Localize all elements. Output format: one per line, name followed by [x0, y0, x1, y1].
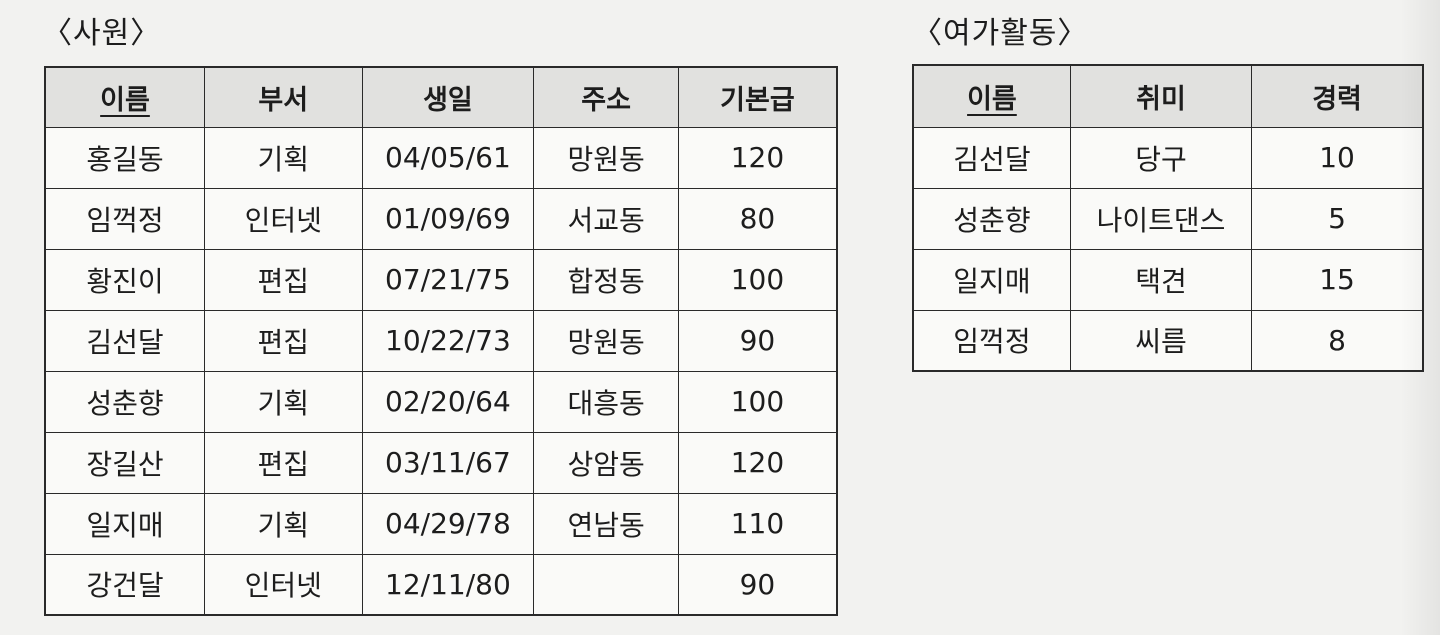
hobby-header-row: 이름 취미 경력 [912, 64, 1424, 128]
page-edge-shadow [1400, 0, 1440, 635]
hobby-table: 이름 취미 경력 김선달 당구 10 성춘향 나이트댄스 5 일지매 택견 15… [912, 64, 1424, 372]
header-name: 이름 [912, 64, 1071, 128]
cell-department: 기획 [204, 492, 363, 555]
cell-department: 인터넷 [204, 187, 363, 250]
cell-address [533, 553, 679, 616]
cell-address: 망원동 [533, 309, 679, 372]
cell-name: 홍길동 [44, 126, 205, 189]
cell-birthday: 01/09/69 [361, 187, 535, 250]
cell-birthday: 10/22/73 [361, 309, 535, 372]
table-row: 강건달 인터넷 12/11/80 90 [44, 553, 838, 616]
table-row: 장길산 편집 03/11/67 상암동 120 [44, 431, 838, 494]
cell-salary: 110 [677, 492, 838, 555]
cell-salary: 120 [677, 431, 838, 494]
cell-hobby: 나이트댄스 [1069, 187, 1253, 250]
cell-name: 일지매 [44, 492, 205, 555]
header-base-salary: 기본급 [677, 66, 838, 128]
table-row: 김선달 당구 10 [912, 126, 1424, 189]
cell-name: 장길산 [44, 431, 205, 494]
cell-birthday: 03/11/67 [361, 431, 535, 494]
cell-department: 기획 [204, 126, 363, 189]
cell-address: 서교동 [533, 187, 679, 250]
cell-department: 편집 [204, 431, 363, 494]
cell-name: 성춘향 [912, 187, 1071, 250]
cell-salary: 100 [677, 370, 838, 433]
header-hobby: 취미 [1069, 64, 1253, 128]
header-address: 주소 [533, 66, 679, 128]
cell-address: 대흥동 [533, 370, 679, 433]
table-row: 성춘향 나이트댄스 5 [912, 187, 1424, 250]
table-row: 임꺽정 인터넷 01/09/69 서교동 80 [44, 187, 838, 250]
cell-birthday: 02/20/64 [361, 370, 535, 433]
cell-salary: 90 [677, 309, 838, 372]
table-row: 김선달 편집 10/22/73 망원동 90 [44, 309, 838, 372]
employee-table: 이름 부서 생일 주소 기본급 홍길동 기획 04/05/61 망원동 120 … [44, 66, 838, 616]
cell-address: 연남동 [533, 492, 679, 555]
cell-birthday: 04/05/61 [361, 126, 535, 189]
cell-name: 김선달 [912, 126, 1071, 189]
header-name-label: 이름 [100, 84, 150, 116]
cell-experience: 15 [1251, 248, 1424, 311]
employee-table-title: 〈사원〉 [42, 16, 162, 51]
cell-salary: 100 [677, 248, 838, 311]
cell-birthday: 12/11/80 [361, 553, 535, 616]
cell-experience: 5 [1251, 187, 1424, 250]
header-name: 이름 [44, 66, 205, 128]
cell-name: 성춘향 [44, 370, 205, 433]
cell-salary: 80 [677, 187, 838, 250]
table-row: 임꺽정 씨름 8 [912, 309, 1424, 372]
cell-name: 임꺽정 [44, 187, 205, 250]
cell-experience: 8 [1251, 309, 1424, 372]
table-row: 황진이 편집 07/21/75 합정동 100 [44, 248, 838, 311]
header-department: 부서 [204, 66, 363, 128]
header-experience: 경력 [1251, 64, 1424, 128]
cell-salary: 120 [677, 126, 838, 189]
hobby-table-title: 〈여가활동〉 [912, 16, 1089, 51]
cell-address: 합정동 [533, 248, 679, 311]
cell-name: 강건달 [44, 553, 205, 616]
employee-header-row: 이름 부서 생일 주소 기본급 [44, 66, 838, 128]
cell-birthday: 04/29/78 [361, 492, 535, 555]
table-row: 일지매 기획 04/29/78 연남동 110 [44, 492, 838, 555]
cell-name: 임꺽정 [912, 309, 1071, 372]
cell-salary: 90 [677, 553, 838, 616]
cell-birthday: 07/21/75 [361, 248, 535, 311]
table-row: 성춘향 기획 02/20/64 대흥동 100 [44, 370, 838, 433]
cell-department: 편집 [204, 248, 363, 311]
cell-name: 황진이 [44, 248, 205, 311]
cell-name: 일지매 [912, 248, 1071, 311]
cell-experience: 10 [1251, 126, 1424, 189]
table-row: 홍길동 기획 04/05/61 망원동 120 [44, 126, 838, 189]
cell-department: 편집 [204, 309, 363, 372]
header-name-label: 이름 [967, 83, 1017, 115]
cell-name: 김선달 [44, 309, 205, 372]
table-row: 일지매 택견 15 [912, 248, 1424, 311]
cell-hobby: 당구 [1069, 126, 1253, 189]
cell-department: 기획 [204, 370, 363, 433]
cell-address: 망원동 [533, 126, 679, 189]
cell-department: 인터넷 [204, 553, 363, 616]
cell-hobby: 씨름 [1069, 309, 1253, 372]
cell-hobby: 택견 [1069, 248, 1253, 311]
cell-address: 상암동 [533, 431, 679, 494]
header-birthday: 생일 [361, 66, 535, 128]
